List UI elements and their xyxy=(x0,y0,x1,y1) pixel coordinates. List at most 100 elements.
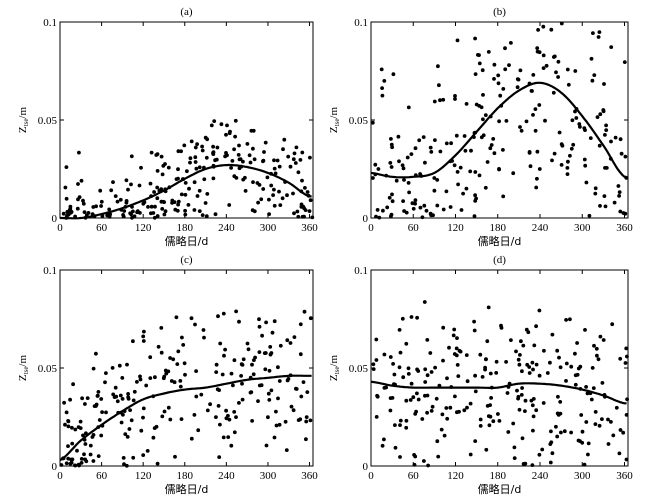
scatter-point xyxy=(498,93,503,98)
scatter-point xyxy=(233,134,238,139)
scatter-point xyxy=(506,430,511,434)
scatter-point xyxy=(387,195,392,200)
scatter-point xyxy=(269,388,274,393)
scatter-point xyxy=(277,422,282,427)
scatter-point xyxy=(247,153,252,158)
scatter-point xyxy=(432,188,437,193)
scatter-point xyxy=(554,424,558,429)
scatter-point xyxy=(566,159,570,164)
scatter-point xyxy=(472,319,476,324)
scatter-point xyxy=(389,137,393,141)
scatter-point xyxy=(455,363,460,367)
scatter-point xyxy=(558,400,563,404)
scatter-point xyxy=(227,203,232,207)
scatter-point xyxy=(501,194,506,199)
scatter-point xyxy=(569,146,574,151)
scatter-point xyxy=(226,435,231,439)
scatter-point xyxy=(161,164,166,168)
scatter-point xyxy=(264,443,269,448)
scatter-point xyxy=(405,155,410,160)
scatter-point xyxy=(182,361,187,366)
scatter-point xyxy=(61,211,66,216)
scatter-point xyxy=(413,454,418,459)
scatter-point xyxy=(179,192,184,197)
scatter-point xyxy=(200,144,205,149)
scatter-point xyxy=(126,187,130,192)
scatter-point xyxy=(216,314,220,319)
scatter-point xyxy=(304,415,309,419)
scatter-point xyxy=(211,176,216,181)
scatter-point xyxy=(64,461,69,466)
scatter-point xyxy=(94,351,98,356)
scatter-point xyxy=(486,414,491,418)
scatter-point xyxy=(489,396,493,400)
panel-d: 0 60 120 180 240 300 360 0 0.05 0.1 (d) 儒略日/d Ztse/m xyxy=(328,254,633,496)
scatter-point xyxy=(613,135,618,140)
scatter-point xyxy=(624,346,629,351)
scatter-point xyxy=(413,201,417,206)
x-axis-label: 儒略日/d xyxy=(478,482,522,496)
scatter-point xyxy=(611,433,616,438)
scatter-point xyxy=(100,410,104,414)
scatter-point xyxy=(541,53,546,58)
scatter-point xyxy=(162,374,167,379)
scatter-point xyxy=(592,343,596,348)
scatter-point xyxy=(162,409,167,414)
scatter-point xyxy=(149,204,154,209)
scatter-point xyxy=(511,421,516,426)
scatter-point xyxy=(236,153,241,157)
scatter-point xyxy=(404,398,409,403)
scatter-point xyxy=(489,143,494,147)
scatter-point xyxy=(129,182,133,187)
scatter-point xyxy=(115,199,120,204)
scatter-point xyxy=(275,158,280,163)
scatter-point xyxy=(436,64,440,69)
scatter-point xyxy=(141,415,145,420)
scatter-point xyxy=(272,166,277,171)
scatter-point xyxy=(257,324,262,329)
x-axis-label: 儒略日/d xyxy=(165,234,209,248)
scatter-point xyxy=(64,410,69,415)
scatter-point xyxy=(618,428,623,432)
scatter-point xyxy=(622,60,627,64)
panel-title: (a) xyxy=(180,6,193,18)
y-tick-label: 0.1 xyxy=(43,265,57,277)
scatter-point xyxy=(188,156,193,161)
scatter-point xyxy=(215,145,220,150)
scatter-point xyxy=(370,120,375,125)
scatter-point xyxy=(445,376,449,381)
scatter-point xyxy=(292,211,296,216)
scatter-point xyxy=(465,379,470,384)
scatter-point xyxy=(504,360,508,364)
scatter-point xyxy=(113,194,118,199)
scatter-point xyxy=(261,158,266,163)
scatter-point xyxy=(468,169,473,174)
scatter-point xyxy=(141,453,146,457)
scatter-point xyxy=(155,185,160,190)
scatter-point xyxy=(409,315,414,319)
panel-b: 0 60 120 180 240 300 360 0 0.05 0.1 (b) 儒略日/d Ztse/m xyxy=(328,6,633,248)
scatter-point xyxy=(69,457,73,462)
panel-a: 0 60 120 180 240 300 360 0 0.05 0.1 (a) 儒略日/d Ztse/m xyxy=(17,6,318,248)
scatter-point xyxy=(250,419,255,423)
scatter-point xyxy=(183,212,188,217)
scatter-point xyxy=(565,166,570,170)
scatter-point xyxy=(189,436,194,441)
scatter-point xyxy=(401,166,406,171)
scatter-point xyxy=(251,128,256,133)
scatter-point xyxy=(518,353,522,357)
scatter-point xyxy=(520,369,524,374)
scatter-point xyxy=(163,209,168,214)
scatter-point xyxy=(480,375,485,379)
scatter-point xyxy=(70,441,75,446)
scatter-point xyxy=(398,350,403,355)
scatter-point xyxy=(584,180,589,185)
scatter-point xyxy=(179,417,184,421)
scatter-point xyxy=(160,414,165,419)
scatter-point xyxy=(398,418,403,423)
scatter-point xyxy=(234,415,238,419)
scatter-point xyxy=(474,196,478,201)
scatter-point xyxy=(554,70,558,75)
scatter-point xyxy=(445,416,450,421)
scatter-point xyxy=(250,362,254,367)
